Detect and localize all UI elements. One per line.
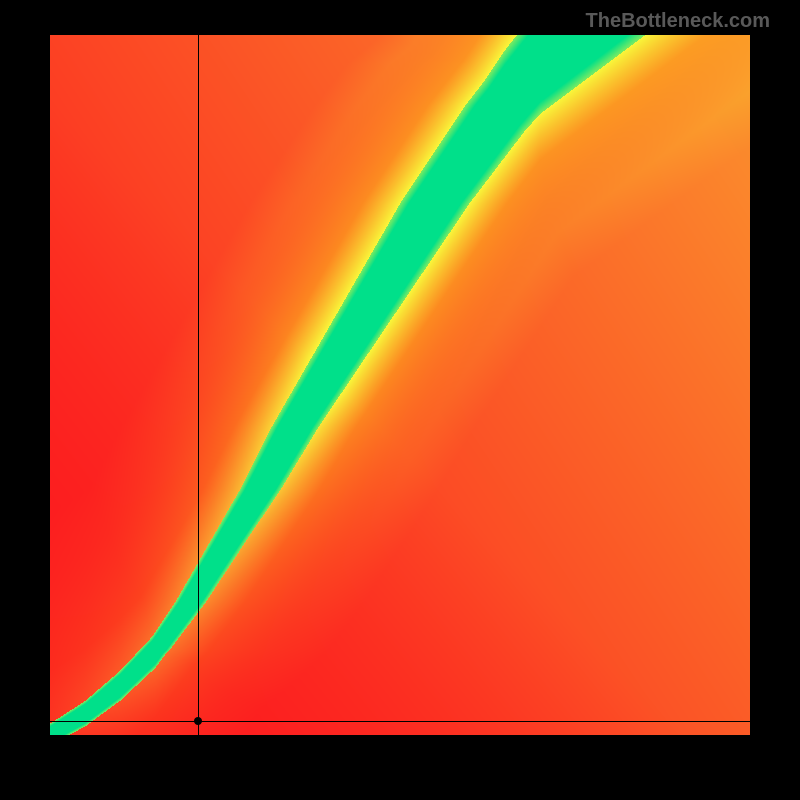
crosshair-horizontal	[50, 721, 750, 722]
watermark-text: TheBottleneck.com	[586, 10, 770, 33]
heatmap-canvas	[50, 35, 750, 735]
crosshair-vertical	[198, 35, 199, 735]
heatmap-plot	[50, 35, 750, 735]
crosshair-marker	[194, 717, 202, 725]
